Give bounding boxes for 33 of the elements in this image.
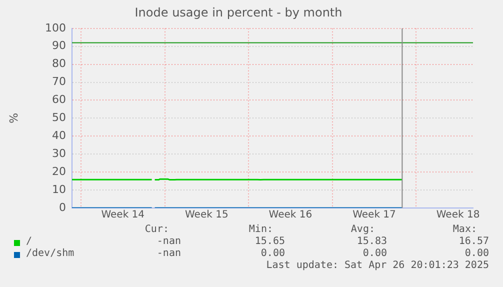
legend-label: /dev/shm [26, 248, 74, 259]
text: 0.00 [464, 248, 489, 259]
y-tick-label: 40 [52, 129, 66, 142]
text: Min: [248, 224, 273, 235]
y-tick-label: 80 [52, 57, 66, 70]
y-tick-label: 100 [45, 21, 66, 34]
text: -nan [156, 236, 181, 247]
text: 16.57 [458, 236, 489, 247]
text: Avg: [350, 224, 375, 235]
legend-label: / [26, 236, 32, 247]
text: 15.65 [254, 236, 285, 247]
y-tick-label: 20 [52, 164, 66, 178]
x-tick-label: Week 18 [436, 210, 480, 221]
x-tick-label: Week 17 [352, 210, 396, 221]
y-axis-title: % [7, 112, 20, 124]
x-tick-label: Week 15 [185, 210, 228, 221]
text: Last update: Sat Apr 26 20:01:23 2025 [266, 260, 489, 271]
y-tick-label: 50 [52, 111, 66, 124]
y-tick-label: 30 [52, 146, 66, 160]
text: Cur: [144, 224, 169, 235]
chart-title: Inode usage in percent - by month [134, 5, 342, 20]
y-tick-label: 10 [52, 182, 66, 196]
text: 0.00 [260, 248, 285, 259]
x-tick-label: Week 14 [101, 210, 145, 221]
y-tick-label: 0 [59, 200, 66, 214]
y-tick-label: 90 [52, 39, 66, 52]
text: 15.83 [356, 236, 387, 247]
text: -nan [156, 248, 181, 259]
y-tick-label: 70 [52, 75, 66, 88]
text: 0.00 [362, 248, 387, 259]
text: Max: [452, 224, 477, 235]
y-tick-label: 60 [52, 93, 66, 106]
x-tick-label: Week 16 [268, 210, 312, 221]
